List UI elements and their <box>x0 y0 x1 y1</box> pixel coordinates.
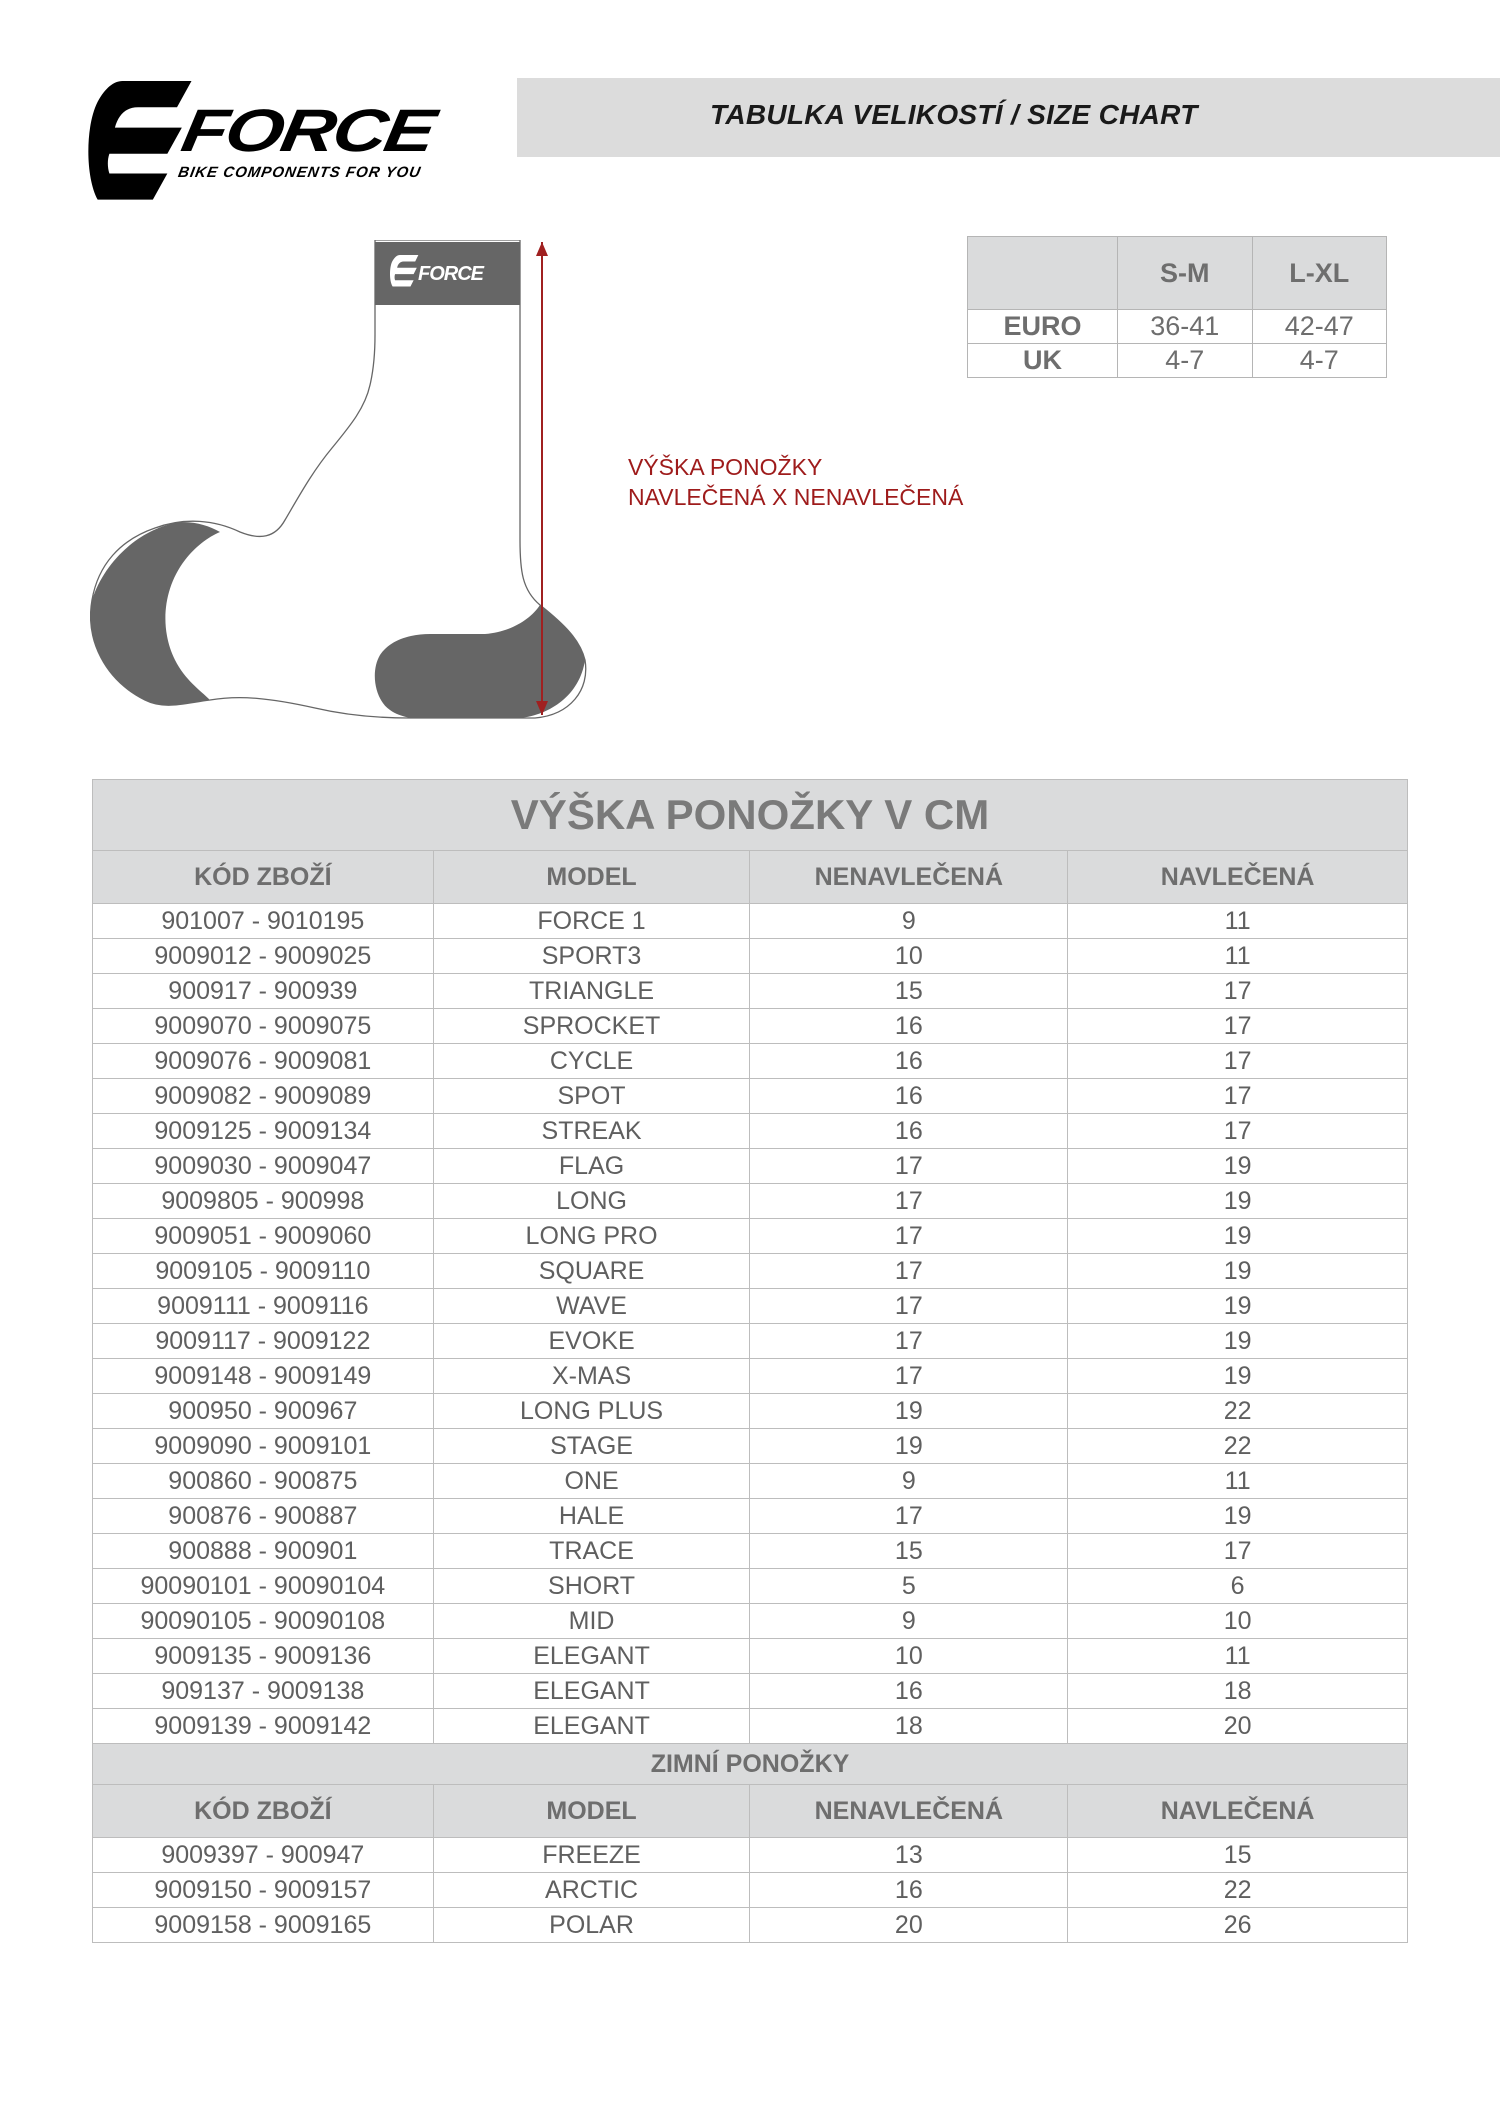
svg-text:BIKE COMPONENTS FOR YOU: BIKE COMPONENTS FOR YOU <box>177 164 423 181</box>
svg-text:FORCE: FORCE <box>418 263 485 285</box>
svg-text:FORCE: FORCE <box>177 96 443 163</box>
